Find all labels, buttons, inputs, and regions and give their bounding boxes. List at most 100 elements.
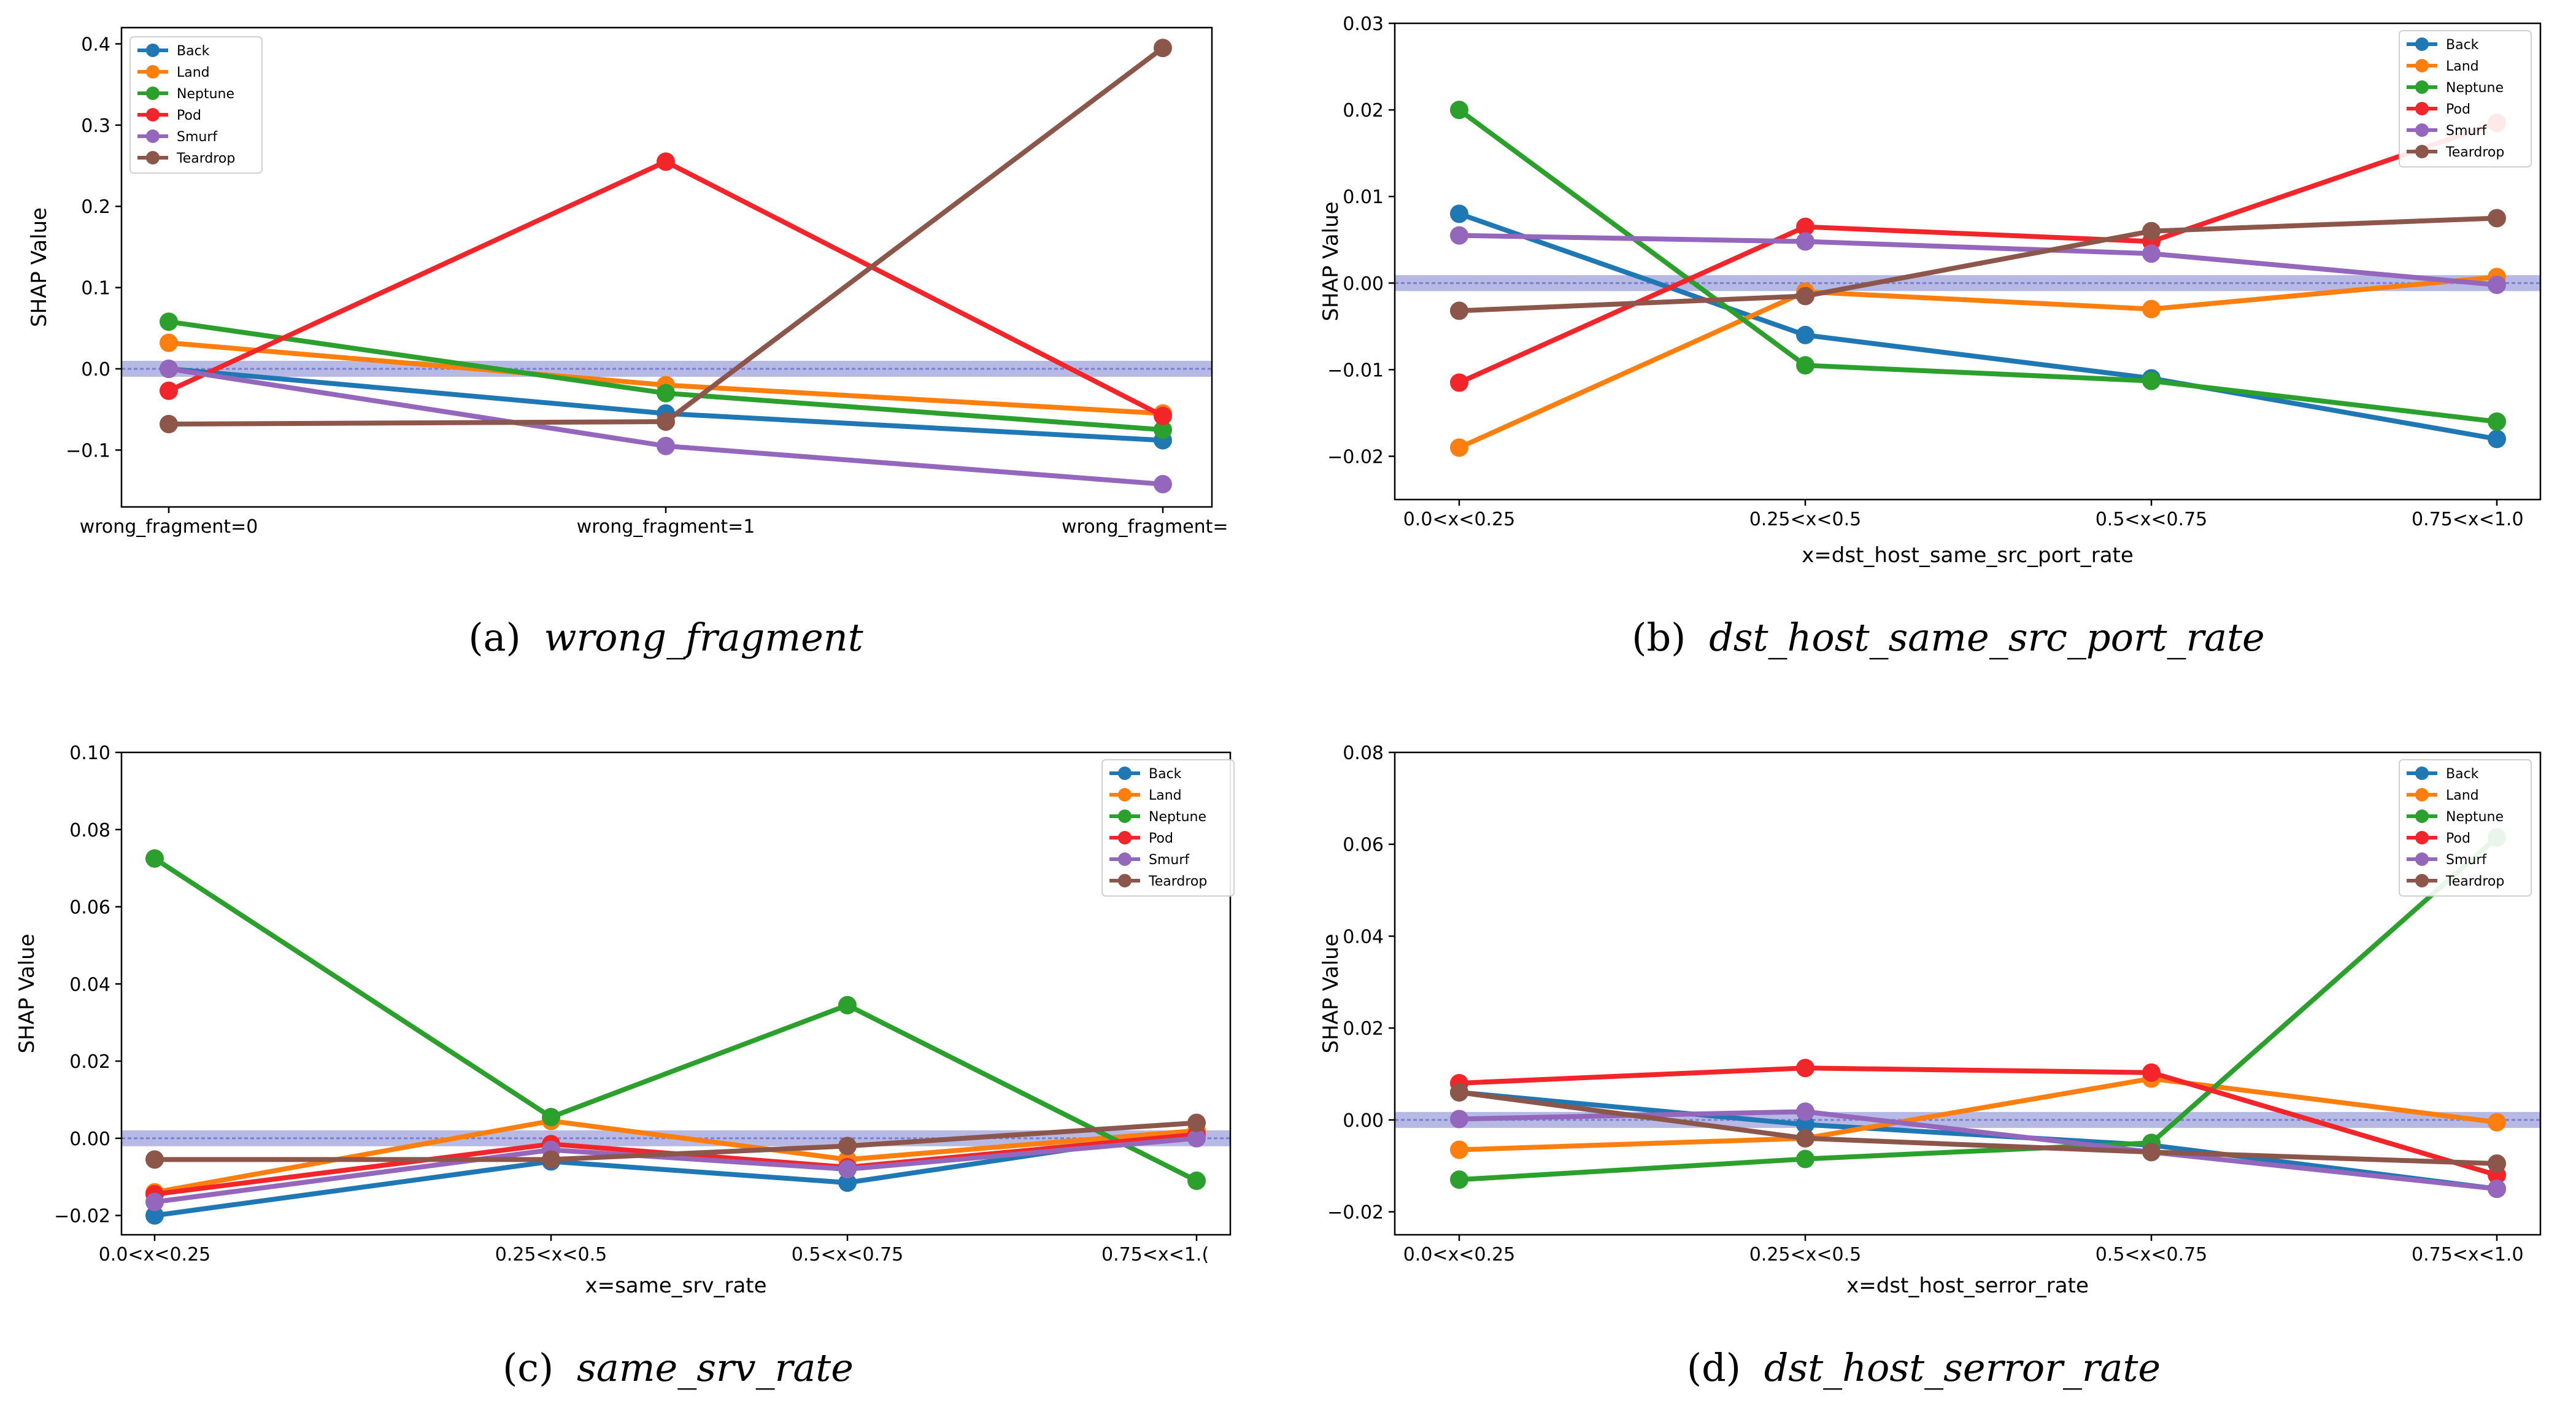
- panel-b-point-pod-1: [1796, 217, 1814, 236]
- panel-a-ytick-label: 0.2: [81, 196, 110, 218]
- panel-c-point-smurf-2: [838, 1160, 857, 1179]
- panel-c-point-back-0: [145, 1206, 164, 1225]
- panel-c-ytick-label: 0.04: [69, 974, 110, 995]
- panel-b-legend-marker-land: [2415, 59, 2429, 72]
- panel-b-point-neptune-0: [1450, 101, 1468, 120]
- panel-b: −0.02 −0.01 0.00 0.01 0.02 0.03 0.0<x<0.25 0.25…: [1319, 14, 2542, 568]
- panel-c-series-land: [154, 1118, 1197, 1195]
- caption-c-feature: same_srv_rate: [577, 1345, 854, 1390]
- panel-c-legend-label-smurf: Smurf: [1149, 852, 1190, 868]
- panel-c-point-neptune-0: [145, 849, 164, 868]
- panel-c-series-back: [154, 1128, 1197, 1218]
- caption-a: (a) wrong_fragment: [468, 615, 863, 660]
- panel-a-point-smurf-2: [1154, 474, 1172, 493]
- panel-b-point-smurf-2: [2142, 244, 2161, 263]
- panel-b-legend-marker-pod: [2415, 102, 2429, 115]
- panel-d-series-land: [1459, 1076, 2497, 1153]
- panel-b-legend-label-smurf: Smurf: [2446, 123, 2487, 139]
- panel-c-point-back-2: [838, 1173, 857, 1192]
- panel-d-point-pod-2: [2142, 1063, 2161, 1082]
- panel-d-legend-label-land: Land: [2446, 788, 2479, 803]
- panel-a-legend-marker-smurf: [146, 129, 160, 143]
- panel-d-point-teardrop-0: [1450, 1083, 1468, 1102]
- panel-b-point-neptune-2: [2142, 371, 2161, 390]
- panel-c-point-teardrop-0: [145, 1150, 164, 1169]
- panel-b-xtick-label: 0.75<x<1.0: [2412, 509, 2524, 530]
- panel-a-point-pod-1: [657, 152, 675, 171]
- panel-d-ytick-label: 0.08: [1343, 743, 1384, 764]
- panel-c-legend-marker-neptune: [1118, 809, 1132, 823]
- panel-c-ytick-label: 0.10: [69, 743, 110, 764]
- panel-a-legend-label-pod: Pod: [177, 108, 201, 123]
- panel-c-point-teardrop-3: [1187, 1113, 1206, 1132]
- panel-c-legend-label-pod: Pod: [1149, 831, 1173, 846]
- panel-b-ytick-label: 0.03: [1343, 14, 1384, 35]
- panel-a-point-land-0: [160, 333, 178, 352]
- caption-c-label: (c): [503, 1345, 553, 1390]
- panel-a: −0.1 0.0 0.1 0.2 0.3 0.4 wrong_fragment=0 wrong…: [27, 26, 1228, 538]
- panel-b-legend-label-teardrop: Teardrop: [2445, 145, 2504, 160]
- panel-b-point-smurf-0: [1450, 226, 1468, 245]
- panel-b-point-back-1: [1796, 325, 1814, 344]
- caption-d-label: (d): [1687, 1345, 1741, 1390]
- panel-b-ylabel: SHAP Value: [1319, 201, 1343, 321]
- caption-b: (b) dst_host_same_src_port_rate: [1632, 615, 2264, 660]
- panel-d-legend-marker-pod: [2415, 831, 2429, 844]
- panel-b-legend-label-back: Back: [2446, 37, 2479, 53]
- panel-a-legend-label-land: Land: [177, 65, 210, 80]
- panel-a-legend-label-back: Back: [177, 44, 210, 59]
- panel-d-xtick-label: 0.75<x<1.0: [2412, 1244, 2524, 1265]
- panel-c-legend-label-neptune: Neptune: [1149, 809, 1206, 825]
- panel-a-legend-label-smurf: Smurf: [177, 129, 218, 145]
- panel-b-series-land: [1458, 274, 2497, 450]
- panel-a-ylabel: SHAP Value: [27, 207, 52, 327]
- panel-a-legend-label-neptune: Neptune: [177, 87, 234, 102]
- panel-c-xtick-label: 0.75<x<1.(: [1101, 1244, 1209, 1265]
- panel-a-xtick-label: wrong_fragment=1: [577, 516, 755, 538]
- panel-d: −0.02 0.00 0.02 0.04 0.06 0.08 0.0<x<0.25 0.25<…: [1319, 743, 2542, 1298]
- caption-b-label: (b): [1632, 615, 1686, 660]
- panel-d-legend-label-pod: Pod: [2446, 831, 2470, 846]
- panel-c-legend-marker-pod: [1118, 831, 1132, 844]
- panel-c-ytick-label: 0.08: [69, 820, 110, 841]
- panel-b-series-teardrop: [1459, 215, 2497, 314]
- panel-d-point-neptune-1: [1796, 1149, 1814, 1168]
- panel-a-ytick-label: 0.4: [81, 34, 110, 55]
- panel-d-xlabel: x=dst_host_serror_rate: [1846, 1273, 2089, 1298]
- panel-a-xtick-label: wrong_fragment=0: [80, 516, 258, 538]
- panel-d-point-pod-1: [1796, 1059, 1814, 1078]
- panel-c-point-smurf-3: [1187, 1129, 1206, 1148]
- panel-c-legend: Back Land Neptune Pod Smurf Teardrop: [1101, 759, 1235, 897]
- caption-d: (d) dst_host_serror_rate: [1687, 1345, 2161, 1390]
- panel-c-point-neptune-3: [1187, 1171, 1206, 1190]
- panel-d-point-teardrop-1: [1796, 1129, 1814, 1148]
- panel-b-point-smurf-1: [1796, 232, 1814, 251]
- panel-c-ytick-label: 0.02: [69, 1051, 110, 1073]
- panel-c-series-pod: [154, 1132, 1197, 1197]
- panel-d-point-neptune-0: [1450, 1170, 1468, 1189]
- panel-c-ylabel: SHAP Value: [15, 933, 39, 1053]
- panel-b-point-teardrop-2: [2142, 222, 2161, 241]
- panel-d-legend-marker-neptune: [2415, 809, 2429, 823]
- panel-a-legend: Back Land Neptune Pod Smurf Teardrop: [129, 36, 263, 174]
- panel-a-legend-label-teardrop: Teardrop: [176, 151, 235, 166]
- panel-d-legend: Back Land Neptune Pod Smurf Teardrop: [2399, 759, 2532, 897]
- panel-c-point-neptune-1: [542, 1108, 560, 1127]
- panel-d-series-pod: [1459, 1065, 2498, 1178]
- panel-b-legend-label-land: Land: [2446, 59, 2479, 74]
- panel-b-ytick-label: 0.02: [1343, 100, 1384, 122]
- panel-c-xtick-label: 0.25<x<0.5: [495, 1244, 607, 1265]
- panel-d-legend-marker-back: [2415, 767, 2429, 780]
- panel-d-legend-marker-land: [2415, 788, 2429, 801]
- panel-d-ylabel: SHAP Value: [1319, 933, 1343, 1053]
- panel-b-legend-label-neptune: Neptune: [2446, 80, 2504, 96]
- panel-b-legend-marker-back: [2415, 37, 2429, 51]
- panel-b-xlabel: x=dst_host_same_src_port_rate: [1802, 543, 2134, 568]
- caption-a-label: (a): [468, 615, 520, 660]
- panel-b-point-land-0: [1450, 438, 1468, 457]
- panel-a-point-neptune-2: [1154, 420, 1172, 439]
- panel-c-legend-marker-land: [1118, 788, 1132, 801]
- panel-d-ytick-label: 0.06: [1343, 835, 1384, 856]
- panel-d-legend-label-teardrop: Teardrop: [2445, 874, 2504, 889]
